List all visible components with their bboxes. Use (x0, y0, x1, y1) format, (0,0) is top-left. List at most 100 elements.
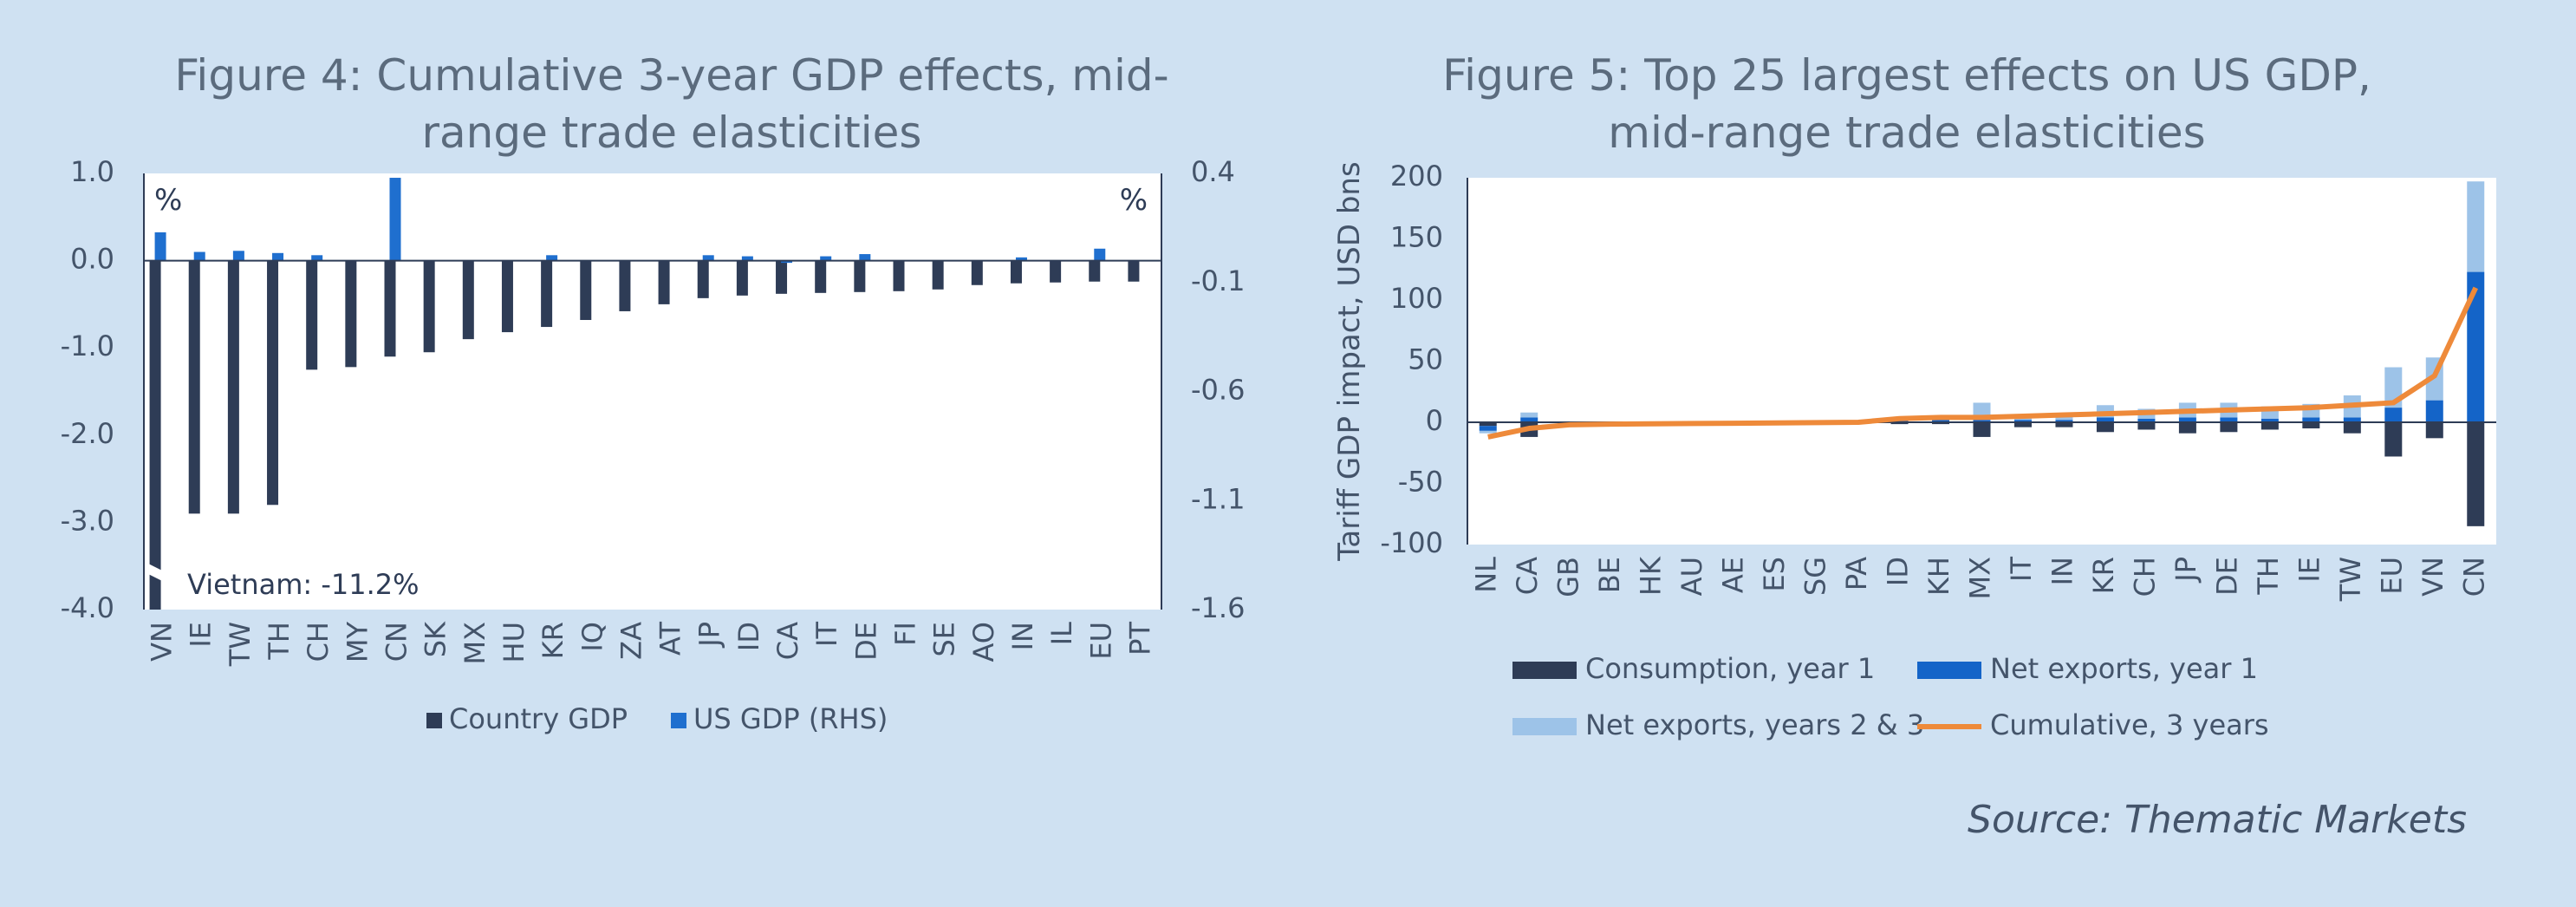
net-exports-year1-bar (2055, 420, 2073, 422)
figure-4-legend: Country GDP US GDP (RHS) (426, 702, 888, 735)
y-tick-label: -100 (1380, 526, 1443, 559)
country-gdp-bar (697, 260, 709, 298)
consumption-year1-bar (2055, 422, 2073, 427)
x-tick-label: CH (2128, 557, 2161, 597)
x-tick-label: MY (341, 622, 374, 663)
consumption-year1-bar (1932, 422, 1950, 425)
consumption-year1-bar (1479, 422, 1497, 427)
vietnam-annotation: Vietnam: -11.2% (187, 568, 420, 601)
figure-4-title-line-1: Figure 4: Cumulative 3-year GDP effects,… (174, 50, 1169, 101)
x-tick-label: VN (146, 622, 179, 662)
x-tick-label: TW (224, 622, 257, 667)
y-left-tick-label: 1.0 (70, 155, 114, 188)
x-tick-label: BE (1593, 557, 1626, 593)
figure-5-chart: NL CA GB BE HK AU AE ES SG PA ID KH MX IT IN KR CH JP DE TH… (1332, 160, 2496, 741)
x-tick-label: TW (2334, 557, 2367, 602)
y-tick-label: 50 (1408, 343, 1443, 376)
country-gdp-bar (501, 260, 513, 333)
consumption-year1-bar (2467, 422, 2485, 526)
x-tick-label: CA (771, 622, 804, 660)
axis-break-marker (145, 562, 166, 583)
x-tick-label: ZA (615, 622, 647, 660)
us-gdp-bar (546, 255, 558, 261)
x-tick-label: VN (2417, 557, 2449, 597)
net-exports-year1-bar (2343, 417, 2361, 422)
x-tick-label: IN (2046, 557, 2078, 585)
x-tick-label: IT (810, 622, 843, 647)
net-exports-years23-bar (1520, 412, 1538, 418)
y-tick-label: 150 (1390, 221, 1443, 254)
x-tick-label: DE (849, 622, 882, 661)
country-gdp-bar (1128, 260, 1140, 282)
x-tick-label: PA (1840, 557, 1873, 591)
country-gdp-bar (658, 260, 670, 304)
x-tick-label: MX (459, 622, 491, 665)
country-gdp-bar (619, 260, 631, 311)
y-tick-label: 0 (1426, 404, 1443, 437)
consumption-year1-bar (2261, 422, 2279, 430)
x-tick-label: EU (2375, 557, 2408, 595)
y-right-tick-label: -1.6 (1191, 591, 1245, 624)
us-gdp-bar (859, 254, 871, 261)
x-tick-label: AU (1675, 557, 1708, 596)
us-gdp-bar (389, 178, 401, 261)
consumption-year1-bar (2384, 422, 2403, 457)
y-left-tick-label: 0.0 (70, 243, 114, 276)
x-tick-label: IE (2293, 557, 2326, 583)
y-left-tick-label: -2.0 (61, 417, 114, 450)
country-gdp-bar (854, 260, 866, 292)
x-tick-label: JP (2169, 557, 2202, 584)
y-tick-label: -50 (1398, 466, 1443, 499)
country-gdp-bar (188, 260, 200, 514)
x-tick-label: AT (654, 622, 687, 656)
legend-label: US GDP (RHS) (693, 702, 888, 735)
x-tick-label: KR (2087, 557, 2120, 594)
us-gdp-bar (193, 251, 205, 261)
us-gdp-bar (1015, 257, 1027, 261)
y-left-tick-label: -3.0 (61, 504, 114, 537)
country-gdp-bar (736, 260, 748, 296)
x-tick-label: CH (302, 622, 335, 662)
cumulative-line (1487, 286, 2478, 440)
us-gdp-bar (154, 232, 166, 261)
legend-swatch (1917, 662, 1981, 679)
net-exports-year1-bar (1932, 420, 1950, 422)
consumption-year1-bar (2013, 422, 2032, 427)
country-gdp-bar (149, 260, 161, 610)
y-right-tick-label: -1.1 (1191, 482, 1245, 515)
figure-5-title: Figure 5: Top 25 largest effects on US G… (1421, 47, 2392, 161)
legend-label: Country GDP (449, 702, 628, 735)
figure-5-legend: Consumption, year 1 Net exports, year 1 Ne… (1512, 652, 2269, 741)
country-gdp-bar (384, 260, 396, 357)
x-tick-label: JP (693, 622, 726, 649)
consumption-year1-bar (2137, 422, 2156, 430)
x-tick-label: AO (967, 622, 1000, 662)
consumption-year1-bar (2302, 422, 2320, 429)
net-exports-year1-bar (2013, 420, 2032, 422)
x-tick-label: ES (1758, 557, 1791, 592)
us-gdp-bar (781, 260, 793, 264)
x-tick-label: GB (1552, 557, 1585, 597)
us-gdp-bar (820, 256, 832, 261)
x-tick-label: SK (420, 621, 452, 657)
country-gdp-bar (541, 260, 553, 328)
country-gdp-bar (971, 260, 983, 285)
x-tick-label: PT (1123, 622, 1156, 656)
x-tick-label: NL (1470, 557, 1503, 593)
country-gdp-bar (345, 260, 357, 368)
consumption-year1-bar (1890, 422, 1909, 425)
consumption-year1-bar (2220, 422, 2238, 433)
x-tick-label: ID (732, 622, 765, 651)
legend-swatch (671, 713, 686, 728)
x-tick-label: IQ (576, 622, 608, 652)
legend-swatch (1512, 718, 1577, 735)
us-gdp-bar (311, 255, 323, 261)
legend-swatch (1512, 662, 1577, 679)
legend-label: Cumulative, 3 years (1990, 708, 2269, 741)
y-left-tick-label: -1.0 (61, 330, 114, 362)
x-tick-label: IE (185, 622, 218, 648)
left-unit-label: % (154, 183, 182, 218)
figure-4-chart: VN IE TW TH CH MY CN SK MX HU KR IQ ZA AT JP ID CA IT DE FI… (61, 155, 1246, 735)
net-exports-year1-bar (1479, 426, 1497, 431)
